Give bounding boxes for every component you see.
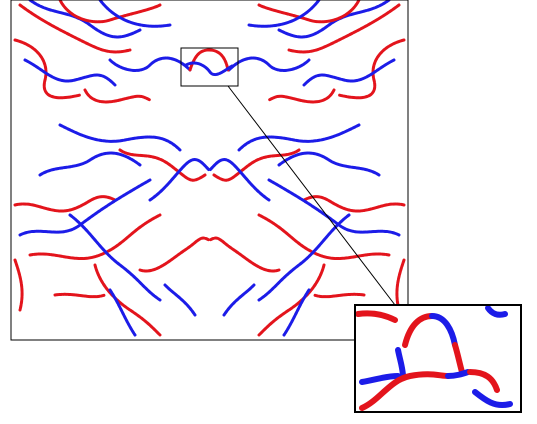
zoom-line — [227, 85, 396, 306]
inset — [354, 304, 522, 413]
inset-curve — [485, 305, 508, 318]
inset-frame — [354, 304, 522, 413]
inset-curve — [359, 371, 451, 411]
inset-curve — [359, 373, 401, 385]
inset-curve — [452, 342, 465, 375]
inset-curve — [472, 389, 513, 408]
pattern — [13, 0, 406, 337]
inset-curve — [355, 310, 398, 323]
main-frame — [10, 0, 409, 341]
zoom-box — [180, 47, 239, 87]
curve — [188, 48, 230, 72]
inset-curve — [429, 313, 458, 348]
pattern-right — [208, 0, 406, 337]
inset-curve — [445, 369, 471, 379]
inset-curve — [395, 347, 406, 378]
curve — [184, 61, 234, 77]
pattern-left — [13, 0, 211, 337]
inset-curve — [467, 369, 500, 393]
